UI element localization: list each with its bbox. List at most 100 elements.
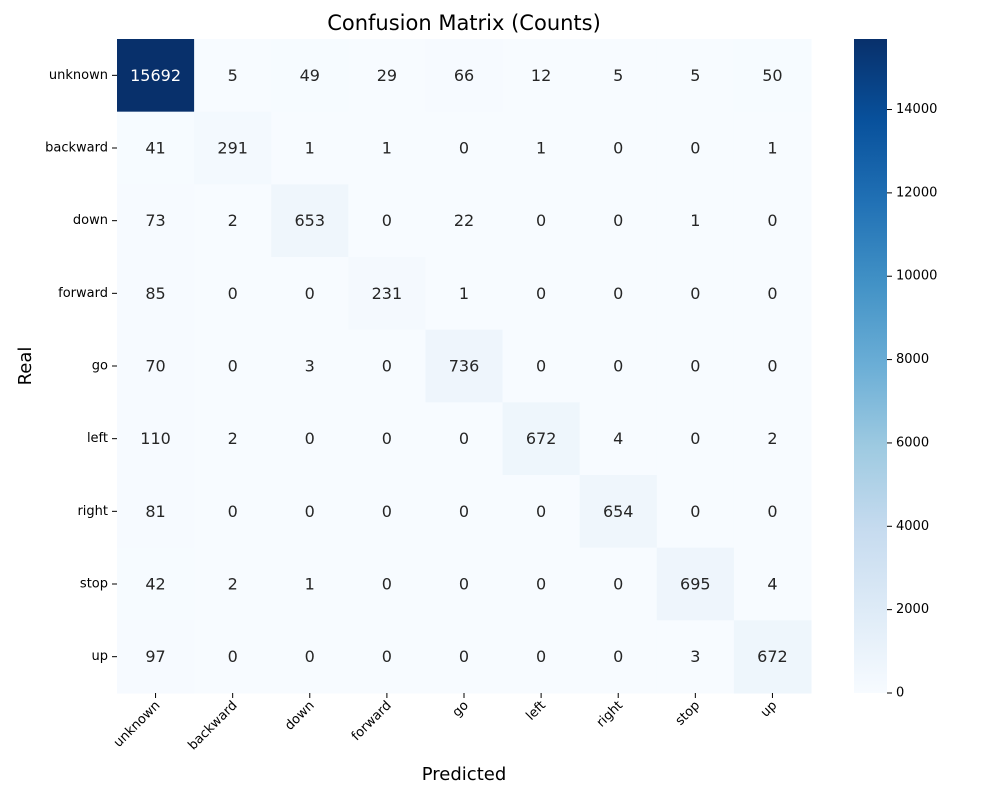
- colorbar-tick-label: 10000: [896, 269, 937, 284]
- heatmap-cell: [425, 329, 504, 403]
- heatmap-cell: [425, 620, 504, 694]
- y-tick-label: right: [77, 504, 108, 519]
- cell-value-label: 0: [382, 211, 392, 230]
- y-axis: unknown backward down forward go left right sto…: [45, 68, 117, 664]
- cell-value-label: 695: [680, 575, 711, 594]
- heatmap-cell: [194, 184, 272, 258]
- cell-value-label: 0: [459, 575, 469, 594]
- cell-value-label: 0: [613, 575, 623, 594]
- heatmap-cell: [656, 257, 735, 331]
- cell-value-label: 97: [145, 647, 165, 666]
- heatmap-cell: [502, 39, 581, 113]
- cell-value-label: 0: [690, 502, 700, 521]
- heatmap-cell: [733, 329, 812, 403]
- cell-value-label: 0: [536, 211, 546, 230]
- heatmap-cell: [502, 547, 581, 621]
- heatmap-cell: [502, 329, 581, 403]
- x-tick-label: go: [450, 698, 472, 720]
- cell-value-label: 0: [613, 647, 623, 666]
- heatmap-cell: [579, 39, 658, 113]
- cell-value-label: 0: [228, 357, 238, 376]
- heatmap-cell: [425, 402, 504, 476]
- cell-value-label: 0: [305, 647, 315, 666]
- colorbar-tick-label: 2000: [896, 602, 929, 617]
- x-tick-label: up: [758, 698, 780, 720]
- cell-value-label: 0: [382, 502, 392, 521]
- heatmap-cell: [425, 475, 504, 549]
- heatmap-cell: [579, 329, 658, 403]
- cell-value-label: 41: [145, 139, 165, 158]
- cell-value-label: 0: [613, 139, 623, 158]
- heatmap-cell: [194, 620, 272, 694]
- heatmap-cell: [271, 402, 349, 476]
- heatmap-cell: [579, 402, 658, 476]
- heatmap-cell: [502, 257, 581, 331]
- heatmap-cell: [656, 329, 735, 403]
- colorbar-tick-label: 14000: [896, 102, 937, 117]
- cell-value-label: 110: [140, 429, 171, 448]
- heatmap-cell: [502, 620, 581, 694]
- x-tick-label: left: [523, 698, 549, 724]
- cell-value-label: 2: [228, 575, 238, 594]
- heatmap-cell: [117, 257, 195, 331]
- cell-value-label: 12: [531, 66, 551, 85]
- cell-value-label: 5: [613, 66, 623, 85]
- colorbar-tick-label: 8000: [896, 352, 929, 367]
- cell-value-label: 42: [145, 575, 165, 594]
- cell-value-label: 653: [295, 211, 326, 230]
- heatmap-cell: [348, 402, 426, 476]
- cell-value-label: 3: [690, 647, 700, 666]
- heatmap-cell: [425, 184, 504, 258]
- cell-value-label: 1: [767, 139, 777, 158]
- cell-value-label: 0: [459, 429, 469, 448]
- colorbar-tick-label: 0: [896, 686, 904, 701]
- heatmap-cell: [502, 184, 581, 258]
- cell-value-label: 0: [613, 284, 623, 303]
- heatmap-cell: [348, 329, 426, 403]
- cell-value-label: 2: [228, 429, 238, 448]
- cell-value-label: 0: [228, 284, 238, 303]
- heatmap-cell: [502, 402, 581, 476]
- heatmap-cell: [348, 39, 426, 113]
- cell-value-label: 0: [690, 284, 700, 303]
- cell-value-label: 85: [145, 284, 165, 303]
- cell-value-label: 70: [145, 357, 165, 376]
- cell-value-label: 0: [536, 502, 546, 521]
- x-tick-label: forward: [349, 698, 395, 744]
- heatmap-cell: [117, 620, 195, 694]
- heatmap-cell: [271, 184, 349, 258]
- cell-value-label: 0: [767, 284, 777, 303]
- heatmap-cell: [733, 111, 812, 185]
- cell-value-label: 0: [536, 647, 546, 666]
- cell-value-label: 15692: [130, 66, 181, 85]
- heatmap-cell: [348, 111, 426, 185]
- x-axis-label: Predicted: [422, 764, 507, 785]
- heatmap-cell: [348, 620, 426, 694]
- cell-value-label: 49: [300, 66, 320, 85]
- heatmap-cell: [348, 257, 426, 331]
- heatmap-cell: [117, 39, 195, 113]
- heatmap-cell: [502, 111, 581, 185]
- cell-value-label: 1: [536, 139, 546, 158]
- heatmap-cell: [656, 402, 735, 476]
- heatmap-cell: [656, 184, 735, 258]
- heatmap-cell: [194, 329, 272, 403]
- heatmap-cell: [194, 39, 272, 113]
- heatmap-cell: [579, 257, 658, 331]
- cell-value-label: 672: [757, 647, 788, 666]
- chart-title: Confusion Matrix (Counts): [327, 11, 601, 35]
- heatmap-cell: [194, 402, 272, 476]
- cell-value-label: 2: [228, 211, 238, 230]
- heatmap-cell: [656, 547, 735, 621]
- cell-value-label: 0: [305, 502, 315, 521]
- y-tick-label: down: [73, 213, 108, 228]
- heatmap-cell: [733, 475, 812, 549]
- cell-value-label: 5: [228, 66, 238, 85]
- colorbar-tick-label: 4000: [896, 519, 929, 534]
- colorbar-tick-label: 6000: [896, 435, 929, 450]
- heatmap-cell: [733, 402, 812, 476]
- heatmap-cell: [733, 184, 812, 258]
- heatmap-cell: [425, 39, 504, 113]
- cell-value-label: 1: [305, 575, 315, 594]
- heatmap-cell: [117, 184, 195, 258]
